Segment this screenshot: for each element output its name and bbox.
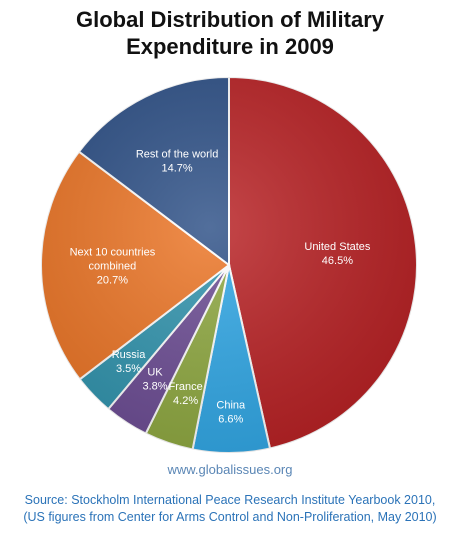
source-note: Source: Stockholm International Peace Re… — [0, 492, 460, 526]
chart-title-line-2: Expenditure in 2009 — [126, 34, 334, 59]
chart-title-line-1: Global Distribution of Military — [76, 7, 384, 32]
source-line-2: (US figures from Center for Arms Control… — [23, 510, 437, 524]
chart-title: Global Distribution of Military Expendit… — [0, 6, 460, 60]
slice-label-united-states: United States 46.5% — [304, 241, 371, 267]
source-line-1: Source: Stockholm International Peace Re… — [24, 493, 436, 507]
pie-labels: United States 46.5% China 6.6% France 4.2%UK 3… — [70, 149, 371, 426]
slice-label-next-10-countries-combined: Next 10 countries combined 20.7% — [70, 246, 156, 286]
slice-label-uk: UK 3.8% — [142, 366, 167, 392]
website-credit: www.globalissues.org — [167, 462, 293, 477]
slice-label-russia: Russia 3.5% — [112, 349, 147, 375]
slice-label-china: China 6.6% — [216, 400, 246, 426]
slice-label-rest-of-the-world: Rest of the world 14.7% — [136, 149, 219, 175]
slice-label-france: France 4.2% — [168, 381, 202, 407]
